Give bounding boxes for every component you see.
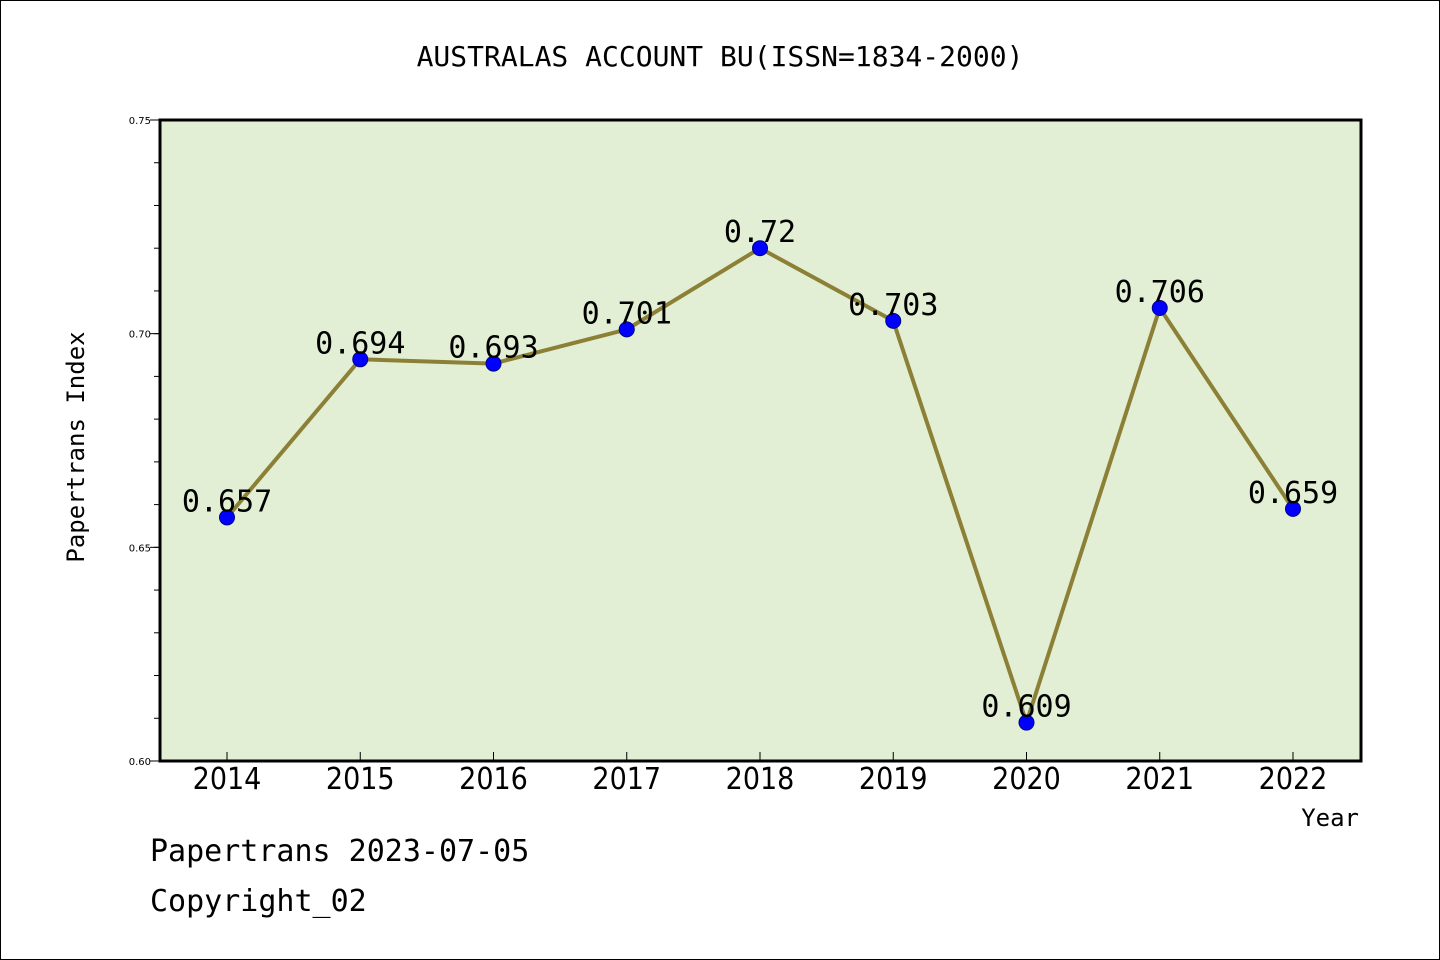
x-tick-label: 2020 (992, 762, 1061, 797)
x-tick-label: 2022 (1259, 762, 1328, 797)
data-labels: 0.657 0.694 0.693 0.701 0.72 0.703 0.609 0.706 0… (182, 215, 1338, 724)
y-tick-label: 0.75 (129, 116, 151, 127)
y-tick-label: 0.65 (129, 543, 151, 554)
data-label: 0.72 (724, 215, 796, 250)
data-point (485, 355, 502, 372)
y-axis-label: Papertrans Index (62, 331, 90, 562)
data-label: 0.693 (448, 331, 538, 366)
data-point (618, 321, 635, 338)
x-tick-label: 2019 (859, 762, 928, 797)
data-label: 0.609 (981, 690, 1071, 725)
data-point (1018, 714, 1035, 731)
x-tick-label: 2018 (726, 762, 795, 797)
data-point (885, 312, 902, 329)
data-label: 0.701 (582, 296, 672, 331)
x-axis-label: Year (1301, 804, 1359, 832)
data-point (352, 351, 369, 368)
x-tick-label: 2016 (459, 762, 528, 797)
data-point (752, 240, 768, 257)
x-tick-label: 2014 (193, 762, 262, 797)
plot-border (158, 118, 1363, 763)
x-tick-label: 2017 (592, 762, 661, 797)
plot-area (160, 120, 1361, 761)
footer-date: Papertrans 2023-07-05 (150, 834, 530, 869)
y-tick-label: 0.70 (129, 330, 151, 341)
x-tick-labels: 2014 2015 2016 2017 2018 2019 2020 2021 2022 (193, 762, 1328, 797)
data-point (1285, 500, 1301, 517)
data-label: 0.659 (1248, 476, 1338, 511)
data-point (1151, 300, 1168, 317)
data-label: 0.694 (315, 326, 405, 361)
data-label: 0.706 (1115, 275, 1205, 310)
footer-copyright: Copyright_02 (150, 884, 367, 919)
x-tick-label: 2021 (1125, 762, 1194, 797)
x-tick-label: 2015 (326, 762, 395, 797)
data-markers (219, 240, 1301, 731)
y-tick-labels: 0.60 0.65 0.70 0.75 (129, 116, 151, 768)
data-label: 0.703 (848, 288, 938, 323)
y-tick-label: 0.60 (129, 757, 151, 768)
y-major-ticks (150, 119, 160, 762)
data-label: 0.657 (182, 484, 272, 519)
data-point (219, 509, 235, 526)
chart-title: AUSTRALAS ACCOUNT BU(ISSN=1834-2000) (417, 40, 1024, 73)
